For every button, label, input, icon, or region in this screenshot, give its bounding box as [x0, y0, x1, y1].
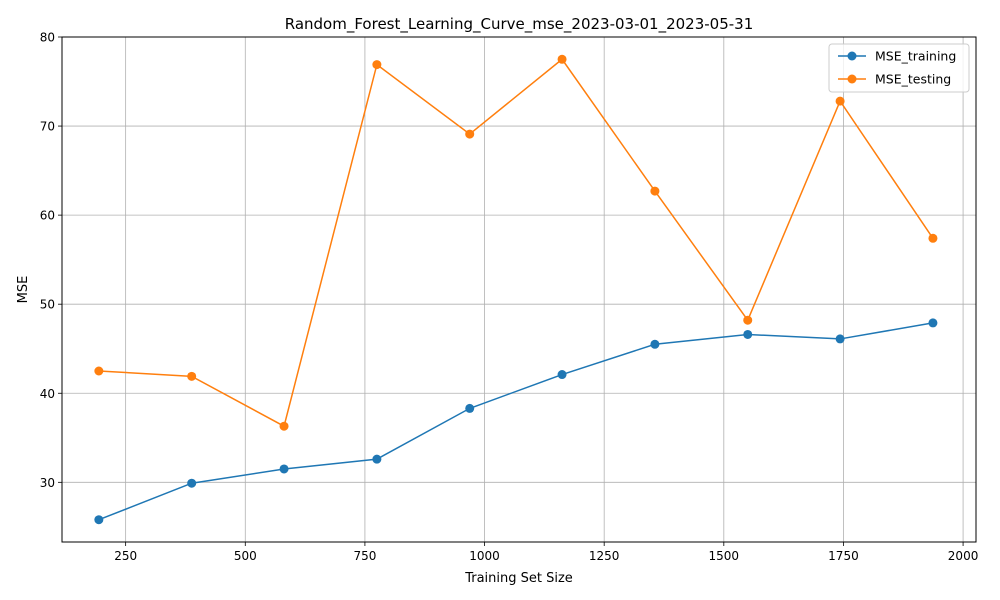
chart-title: Random_Forest_Learning_Curve_mse_2023-03… — [285, 15, 754, 34]
data-point-MSE_testing — [743, 315, 753, 325]
data-point-MSE_testing — [928, 233, 938, 243]
x-tick-label: 500 — [234, 549, 257, 563]
y-tick-label: 30 — [40, 476, 55, 490]
x-tick-label: 1750 — [828, 549, 859, 563]
series-markers — [94, 54, 938, 525]
data-point-MSE_training — [650, 339, 660, 349]
data-point-MSE_testing — [557, 54, 567, 64]
data-point-MSE_training — [279, 464, 289, 474]
legend: MSE_training MSE_testing — [828, 43, 970, 93]
plot-frame — [61, 36, 977, 543]
data-point-MSE_training — [372, 454, 382, 464]
series-line-MSE_testing — [98, 58, 934, 428]
data-point-MSE_training — [557, 370, 567, 380]
series-lines — [98, 58, 934, 521]
x-tick-label: 1000 — [469, 549, 500, 563]
y-tick-label: 70 — [40, 120, 55, 134]
y-tick-label: 40 — [40, 387, 55, 401]
data-point-MSE_training — [835, 334, 845, 344]
data-point-MSE_testing — [835, 96, 845, 106]
x-axis-label: Training Set Size — [464, 571, 573, 586]
data-point-MSE_testing — [650, 186, 660, 196]
x-tick-label: 1500 — [709, 549, 740, 563]
data-point-MSE_testing — [94, 366, 104, 376]
y-tick-label: 60 — [40, 209, 55, 223]
x-tick-label: 750 — [353, 549, 376, 563]
data-point-MSE_testing — [187, 371, 197, 381]
data-point-MSE_training — [187, 478, 197, 488]
series-line-MSE_training — [98, 322, 934, 521]
y-axis-label: MSE — [16, 276, 31, 304]
data-point-MSE_testing — [372, 60, 382, 70]
data-point-MSE_training — [465, 403, 475, 413]
y-tick-label: 50 — [40, 298, 55, 312]
data-point-MSE_testing — [465, 129, 475, 139]
data-point-MSE_training — [94, 515, 104, 525]
y-axis-ticks: 30 40 50 60 70 80 — [40, 31, 62, 490]
y-tick-label: 80 — [40, 31, 55, 45]
legend-label-training: MSE_training — [875, 49, 956, 64]
x-tick-label: 2000 — [948, 549, 979, 563]
legend-marker-training — [847, 51, 857, 61]
x-axis-ticks: 250 500 750 1000 1250 1500 1750 2000 — [114, 542, 978, 563]
x-tick-label: 1250 — [589, 549, 620, 563]
data-point-MSE_testing — [279, 421, 289, 431]
data-point-MSE_training — [743, 329, 753, 339]
legend-label-testing: MSE_testing — [875, 72, 951, 87]
data-point-MSE_training — [928, 318, 938, 328]
legend-marker-testing — [847, 74, 857, 84]
x-tick-label: 250 — [114, 549, 137, 563]
